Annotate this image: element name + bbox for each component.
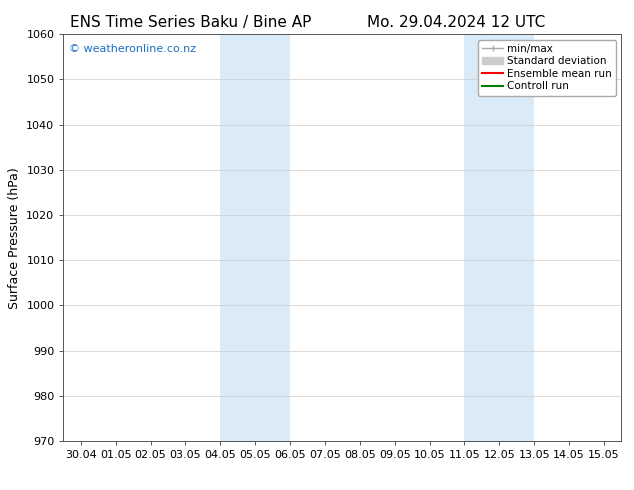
Text: ENS Time Series Baku / Bine AP: ENS Time Series Baku / Bine AP xyxy=(70,15,311,30)
Bar xyxy=(221,34,290,441)
Text: © weatheronline.co.nz: © weatheronline.co.nz xyxy=(69,45,196,54)
Legend: min/max, Standard deviation, Ensemble mean run, Controll run: min/max, Standard deviation, Ensemble me… xyxy=(478,40,616,96)
Text: Mo. 29.04.2024 12 UTC: Mo. 29.04.2024 12 UTC xyxy=(367,15,546,30)
Y-axis label: Surface Pressure (hPa): Surface Pressure (hPa) xyxy=(8,167,21,309)
Bar xyxy=(464,34,534,441)
